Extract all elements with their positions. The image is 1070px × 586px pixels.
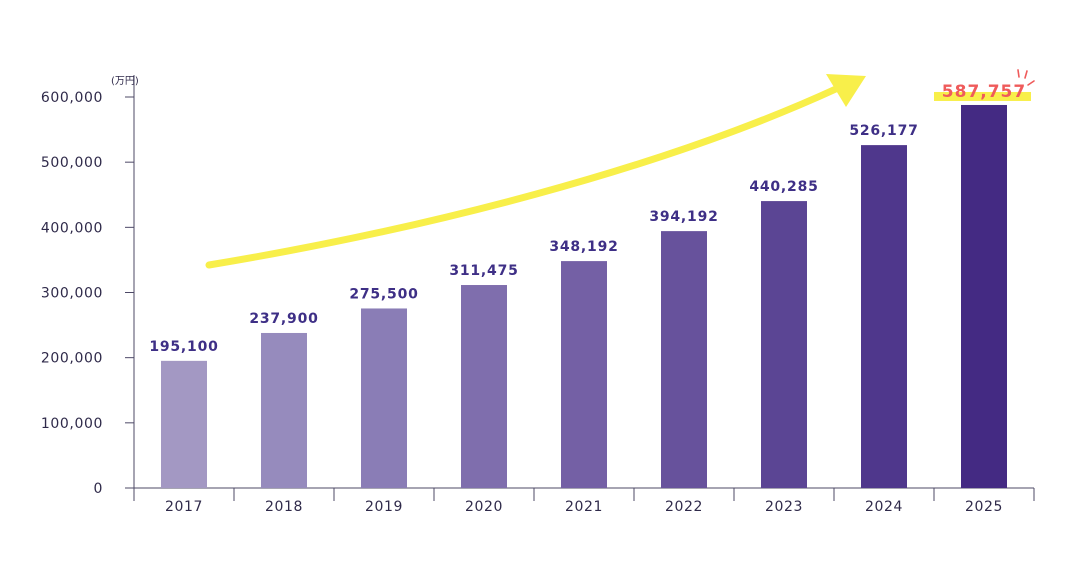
value-label: 311,475 [449,263,518,279]
highlight-marker [934,91,1031,101]
sparkle-mark [1017,69,1020,78]
sparkle-mark [1024,70,1028,79]
value-label: 526,177 [849,123,918,139]
x-tick-label: 2018 [265,499,303,515]
sparkle-mark [1027,80,1035,86]
bar-2022 [661,231,707,488]
bar-2019 [361,308,407,488]
y-tick-label: 300,000 [41,286,103,302]
bar-2020 [461,285,507,488]
value-label: 394,192 [649,209,718,225]
bar-2023 [761,201,807,489]
y-tick-label: 400,000 [41,220,103,236]
bar-2018 [261,332,307,488]
x-tick-label: 2024 [865,499,903,515]
x-tick-label: 2017 [165,499,203,515]
x-tick-label: 2020 [465,499,503,515]
y-tick-label: 0 [93,481,103,497]
x-tick-label: 2021 [565,499,603,515]
y-tick-label: 500,000 [41,155,103,171]
value-label: 348,192 [549,239,618,255]
y-tick-label: 600,000 [41,90,103,106]
trend-arrow-shaft [205,84,842,269]
x-tick-label: 2023 [765,499,803,515]
y-axis-unit-label: (万円) [111,76,139,87]
x-tick-label: 2019 [365,499,403,515]
x-tick-label: 2025 [965,499,1003,515]
bar-2024 [861,145,907,489]
bar-2017 [161,360,207,488]
value-label: 440,285 [749,179,818,195]
x-tick-label: 2022 [665,499,703,515]
value-label-highlight: 587,757 [942,82,1026,102]
value-label: 195,100 [149,339,218,355]
trend-arrow-head [826,74,866,107]
value-label: 275,500 [349,286,418,302]
bar-2025 [961,104,1007,488]
y-tick-label: 200,000 [41,351,103,367]
bar-2021 [561,261,607,488]
value-label: 237,900 [249,311,318,327]
y-tick-label: 100,000 [41,416,103,432]
